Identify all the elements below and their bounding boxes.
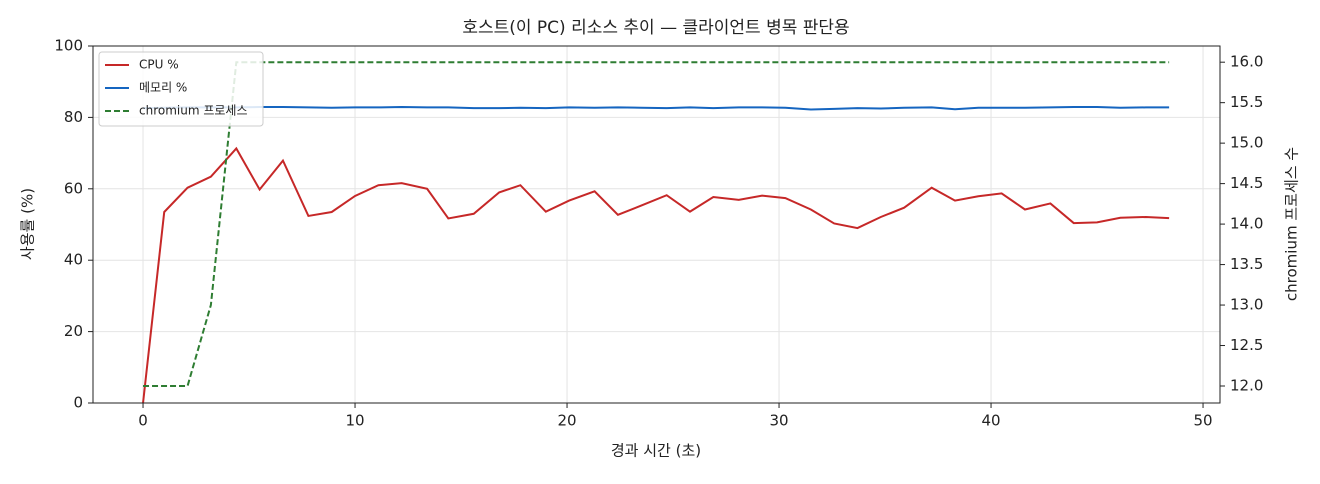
y2-axis-label: chromium 프로세스 수 (1283, 147, 1301, 301)
y-tick-label: 0 (73, 394, 83, 412)
x-tick-label: 10 (345, 412, 364, 430)
x-tick-label: 50 (1193, 412, 1212, 430)
y-tick-label: 60 (64, 179, 83, 197)
x-tick-label: 0 (138, 412, 148, 430)
y-tick-label: 100 (54, 37, 83, 55)
x-axis-label: 경과 시간 (초) (611, 442, 701, 460)
y-tick-label: 20 (64, 322, 83, 340)
y2-tick-label: 16.0 (1230, 53, 1263, 71)
legend-label: chromium 프로세스 (139, 104, 248, 118)
y2-tick-label: 13.0 (1230, 296, 1263, 314)
y2-tick-label: 14.5 (1230, 174, 1263, 192)
plot-frame (92, 45, 1221, 404)
legend-label: 메모리 % (139, 81, 187, 95)
y2-tick-label: 14.0 (1230, 215, 1263, 233)
y-axis-label: 사용률 (%) (19, 188, 37, 260)
y2-tick-label: 15.0 (1230, 134, 1263, 152)
y2-tick-label: 12.0 (1230, 377, 1263, 395)
legend-label: CPU % (139, 58, 179, 72)
series-line (142, 146, 1170, 404)
legend-box (98, 51, 264, 127)
y2-tick-label: 15.5 (1230, 93, 1263, 111)
chart-title: 호스트(이 PC) 리소스 추이 — 클라이언트 병목 판단용 (462, 18, 849, 38)
series-line (143, 106, 1170, 111)
x-tick-label: 20 (557, 412, 576, 430)
y2-tick-label: 13.5 (1230, 255, 1263, 273)
x-tick-label: 30 (769, 412, 788, 430)
x-tick-label: 40 (981, 412, 1000, 430)
y2-tick-label: 12.5 (1230, 336, 1263, 354)
legend: CPU % 메모리 % chromium 프로세스 (98, 51, 264, 127)
y-tick-label: 80 (64, 108, 83, 126)
y-tick-label: 40 (64, 251, 83, 269)
series-line (143, 61, 1170, 387)
